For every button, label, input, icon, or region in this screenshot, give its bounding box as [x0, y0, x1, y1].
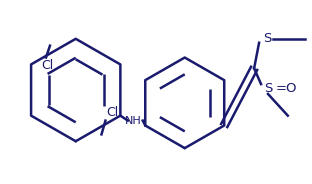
- Text: Cl: Cl: [41, 59, 53, 72]
- Text: S: S: [264, 82, 272, 95]
- Text: S: S: [263, 32, 271, 45]
- Text: NH: NH: [124, 116, 141, 125]
- Text: =O: =O: [276, 82, 297, 95]
- Text: Cl: Cl: [106, 106, 119, 119]
